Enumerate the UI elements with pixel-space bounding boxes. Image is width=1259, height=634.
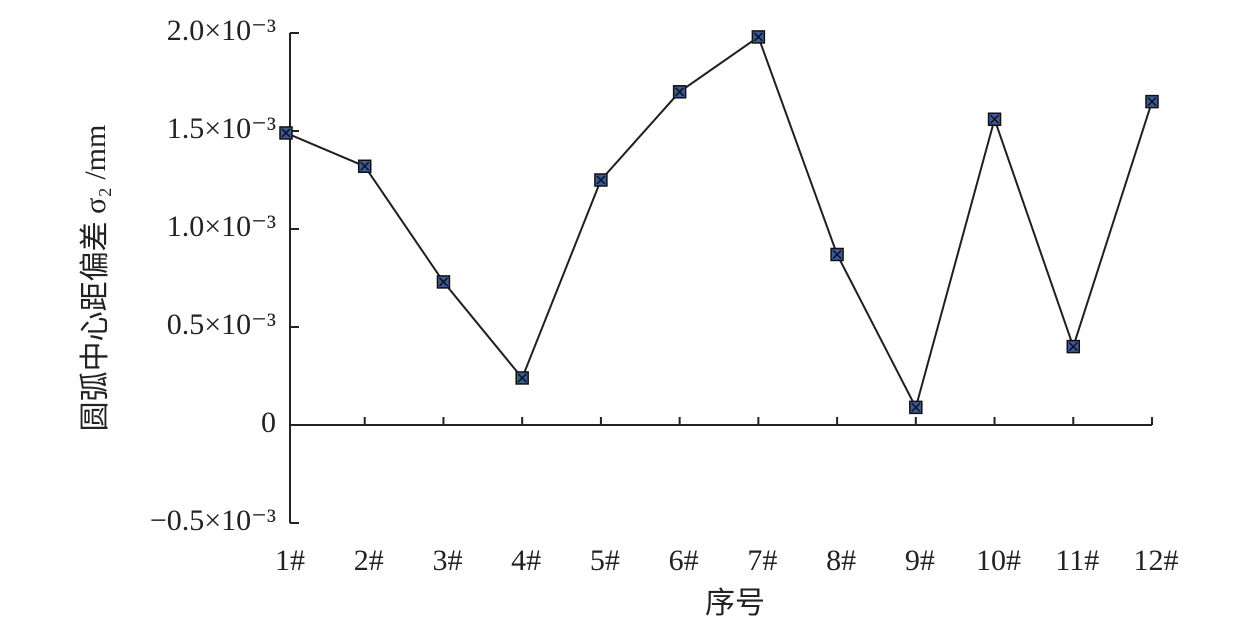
- x-tick-label: 2#: [354, 544, 384, 577]
- point-cross: [1068, 342, 1078, 352]
- point-cross: [517, 373, 527, 383]
- y-tick-label: 0.5×10⁻³: [167, 308, 276, 341]
- y-tick-label: 0: [261, 406, 276, 439]
- x-tick-label: 1#: [275, 544, 305, 577]
- x-tick-label: 3#: [432, 544, 462, 577]
- point-cross: [281, 128, 291, 138]
- x-tick-label: 12#: [1134, 544, 1179, 577]
- x-tick-label: 11#: [1055, 544, 1099, 577]
- x-tick-label: 6#: [669, 544, 699, 577]
- x-tick-label: 7#: [747, 544, 777, 577]
- x-tick-label: 5#: [590, 544, 620, 577]
- point-cross: [990, 114, 1000, 124]
- point-cross: [832, 249, 842, 260]
- x-tick-label: 8#: [826, 544, 856, 577]
- x-tick-label: 9#: [905, 544, 935, 577]
- y-axis-label: 圆弧中心距偏差 σ₂ /mm: [79, 125, 112, 432]
- y-tick-label: −0.5×10⁻³: [150, 504, 276, 537]
- x-tick-label: 4#: [511, 544, 541, 577]
- x-tick-label: 10#: [976, 544, 1021, 577]
- point-cross: [911, 402, 921, 412]
- point-cross: [675, 87, 685, 97]
- point-cross: [360, 161, 370, 171]
- point-cross: [1147, 97, 1157, 107]
- point-cross: [753, 32, 763, 42]
- point-cross: [438, 277, 448, 287]
- x-axis-label: 序号: [705, 587, 765, 620]
- y-tick-label: 2.0×10⁻³: [167, 14, 276, 47]
- y-tick-label: 1.5×10⁻³: [167, 112, 276, 145]
- y-tick-label: 1.0×10⁻³: [167, 210, 276, 243]
- series-line: [285, 35, 1153, 411]
- point-cross: [596, 175, 606, 185]
